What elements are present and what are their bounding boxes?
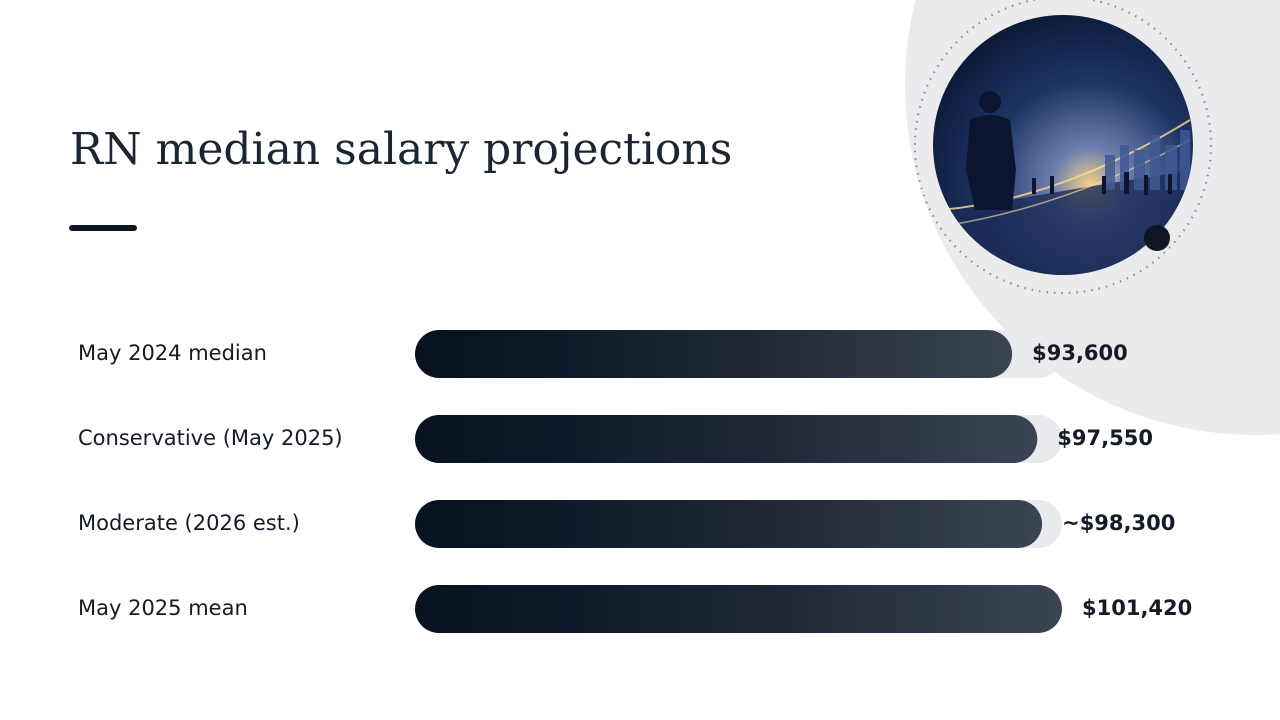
chart-title: RN median salary projections <box>70 124 732 175</box>
bar <box>415 330 1013 378</box>
value-label: ~$98,300 <box>1062 511 1175 535</box>
title-underline <box>69 225 137 231</box>
value-label: $101,420 <box>1082 596 1192 620</box>
category-label: Conservative (May 2025) <box>78 426 343 450</box>
category-label: May 2025 mean <box>78 596 248 620</box>
dotted-ring <box>913 0 1213 295</box>
category-label: Moderate (2026 est.) <box>78 511 300 535</box>
bar <box>415 500 1043 548</box>
bar <box>415 415 1038 463</box>
value-label: $93,600 <box>1032 341 1128 365</box>
value-label: $97,550 <box>1057 426 1153 450</box>
accent-dot <box>1144 225 1170 251</box>
category-label: May 2024 median <box>78 341 267 365</box>
bar <box>415 585 1062 633</box>
